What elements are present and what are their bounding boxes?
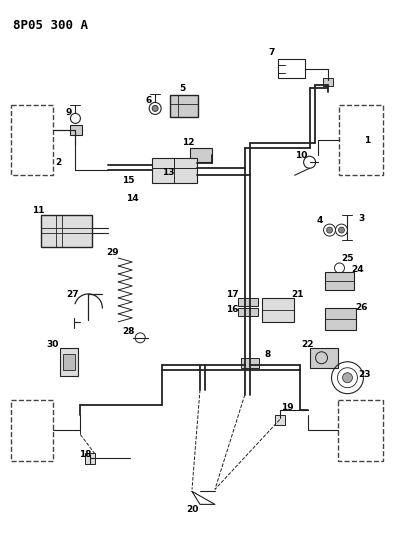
Bar: [323, 78, 333, 86]
Text: 23: 23: [358, 370, 371, 379]
Bar: [61, 348, 78, 376]
Circle shape: [338, 227, 344, 233]
Bar: [63, 354, 75, 370]
Text: 5: 5: [179, 84, 185, 93]
Text: 28: 28: [122, 327, 134, 336]
Bar: [262, 298, 294, 322]
Text: 14: 14: [126, 193, 139, 203]
Text: 13: 13: [162, 168, 175, 177]
Text: 12: 12: [182, 138, 194, 147]
Bar: [71, 125, 82, 135]
Bar: [238, 298, 258, 306]
Text: 29: 29: [106, 247, 119, 256]
Circle shape: [327, 227, 333, 233]
Bar: [310, 348, 338, 368]
Bar: [325, 308, 357, 330]
Text: 18: 18: [79, 450, 92, 459]
Text: 16: 16: [226, 305, 238, 314]
Text: 26: 26: [355, 303, 368, 312]
Text: 15: 15: [122, 176, 134, 185]
Text: 24: 24: [351, 265, 364, 274]
Text: 7: 7: [269, 48, 275, 57]
Text: 3: 3: [358, 214, 364, 223]
Bar: [275, 415, 285, 425]
Text: 1: 1: [364, 136, 370, 145]
Bar: [238, 308, 258, 316]
Text: 22: 22: [301, 340, 314, 349]
Bar: [41, 215, 92, 247]
Text: 2: 2: [56, 158, 61, 167]
Bar: [152, 158, 197, 183]
Bar: [85, 453, 95, 464]
Text: 27: 27: [66, 290, 79, 300]
Text: 10: 10: [296, 151, 308, 160]
Text: 19: 19: [281, 403, 294, 412]
Text: 20: 20: [186, 505, 198, 514]
Bar: [325, 272, 355, 290]
Text: 21: 21: [292, 290, 304, 300]
Bar: [11, 106, 52, 175]
Bar: [338, 400, 383, 462]
Circle shape: [152, 106, 158, 111]
Bar: [241, 358, 259, 368]
Text: 17: 17: [225, 290, 238, 300]
Text: 4: 4: [316, 216, 323, 224]
Bar: [340, 106, 383, 175]
Bar: [170, 95, 198, 117]
Circle shape: [342, 373, 353, 383]
Text: 11: 11: [32, 206, 45, 215]
Bar: [190, 148, 212, 162]
Text: 25: 25: [341, 254, 354, 263]
Text: 8P05 300 A: 8P05 300 A: [13, 19, 87, 31]
Text: 9: 9: [65, 108, 72, 117]
Text: 6: 6: [145, 96, 151, 105]
Text: 30: 30: [46, 340, 59, 349]
Bar: [11, 400, 52, 462]
Text: 8: 8: [265, 350, 271, 359]
